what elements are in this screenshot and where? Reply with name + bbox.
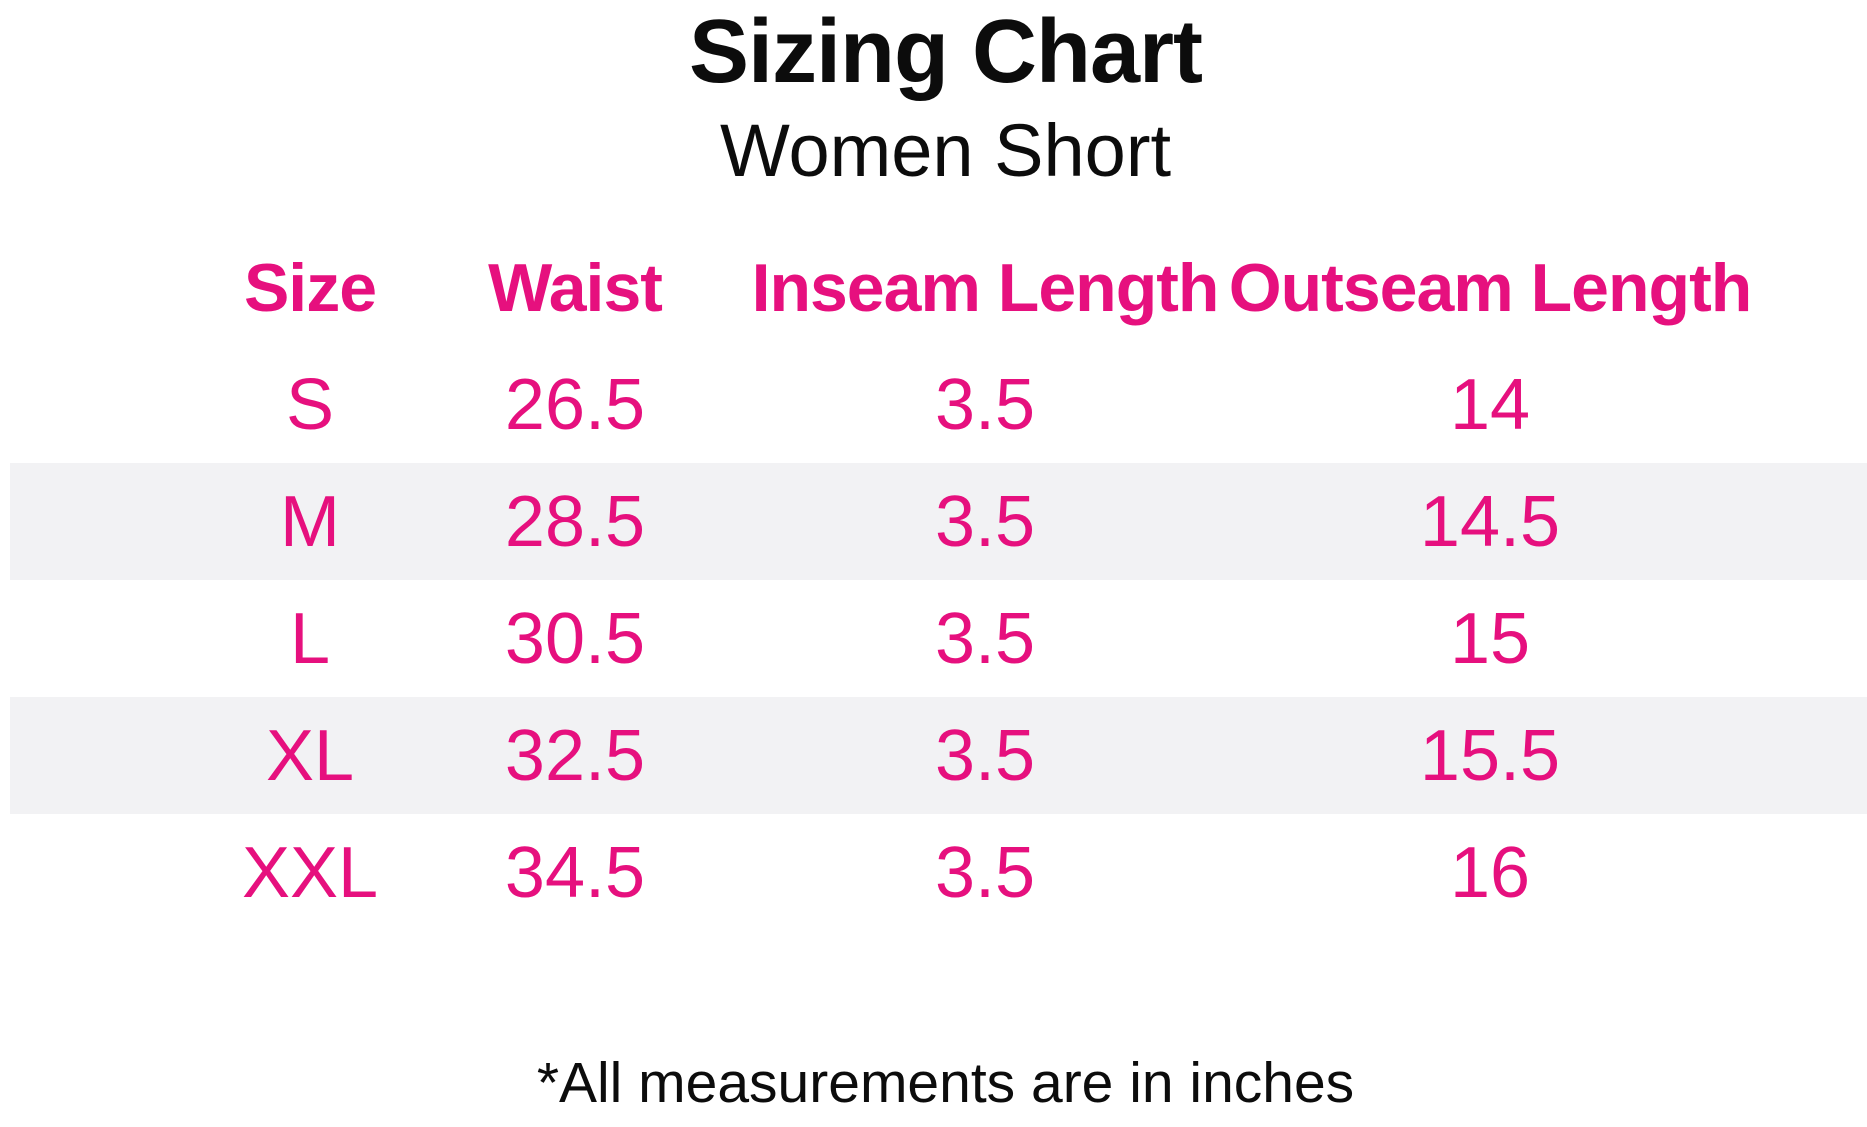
table-row-m: M 28.5 3.5 14.5 bbox=[10, 463, 1867, 580]
column-header-outseam-length: Outseam Length bbox=[1228, 250, 1752, 326]
cell-outseam-length: 15 bbox=[1449, 598, 1531, 679]
page-subtitle: Women Short bbox=[719, 108, 1172, 192]
table-row-xl: XL 32.5 3.5 15.5 bbox=[10, 697, 1867, 814]
cell-size: XXL bbox=[241, 832, 379, 913]
cell-outseam-length: 14.5 bbox=[1419, 481, 1561, 562]
cell-waist: 26.5 bbox=[504, 364, 646, 445]
cell-size: M bbox=[280, 481, 340, 562]
cell-inseam-length: 3.5 bbox=[934, 598, 1036, 679]
table-body: S 26.5 3.5 14 M 28.5 3.5 14.5 L 30.5 3.5 15 XL 32.5 3.… bbox=[10, 346, 1867, 931]
page-title: Sizing Chart bbox=[688, 1, 1203, 102]
table-row-l: L 30.5 3.5 15 bbox=[10, 580, 1867, 697]
table-row-xxl: XXL 34.5 3.5 16 bbox=[10, 814, 1867, 931]
cell-outseam-length: 16 bbox=[1449, 832, 1531, 913]
table-row-s: S 26.5 3.5 14 bbox=[10, 346, 1867, 463]
column-header-waist: Waist bbox=[488, 250, 663, 326]
table-header-row: Size Waist Inseam Length Outseam Length bbox=[10, 230, 1867, 346]
column-header-size: Size bbox=[243, 250, 377, 326]
sizing-table: Size Waist Inseam Length Outseam Length S 26… bbox=[10, 230, 1867, 931]
cell-outseam-length: 14 bbox=[1449, 364, 1531, 445]
cell-inseam-length: 3.5 bbox=[934, 481, 1036, 562]
measurements-footnote: *All measurements are in inches bbox=[536, 1051, 1355, 1115]
cell-size: S bbox=[285, 364, 335, 445]
cell-waist: 32.5 bbox=[504, 715, 646, 796]
cell-inseam-length: 3.5 bbox=[934, 715, 1036, 796]
column-header-inseam-length: Inseam Length bbox=[751, 250, 1220, 326]
cell-inseam-length: 3.5 bbox=[934, 364, 1036, 445]
cell-waist: 34.5 bbox=[504, 832, 646, 913]
cell-size: L bbox=[289, 598, 331, 679]
cell-inseam-length: 3.5 bbox=[934, 832, 1036, 913]
cell-waist: 28.5 bbox=[504, 481, 646, 562]
cell-outseam-length: 15.5 bbox=[1419, 715, 1561, 796]
cell-waist: 30.5 bbox=[504, 598, 646, 679]
cell-size: XL bbox=[265, 715, 355, 796]
